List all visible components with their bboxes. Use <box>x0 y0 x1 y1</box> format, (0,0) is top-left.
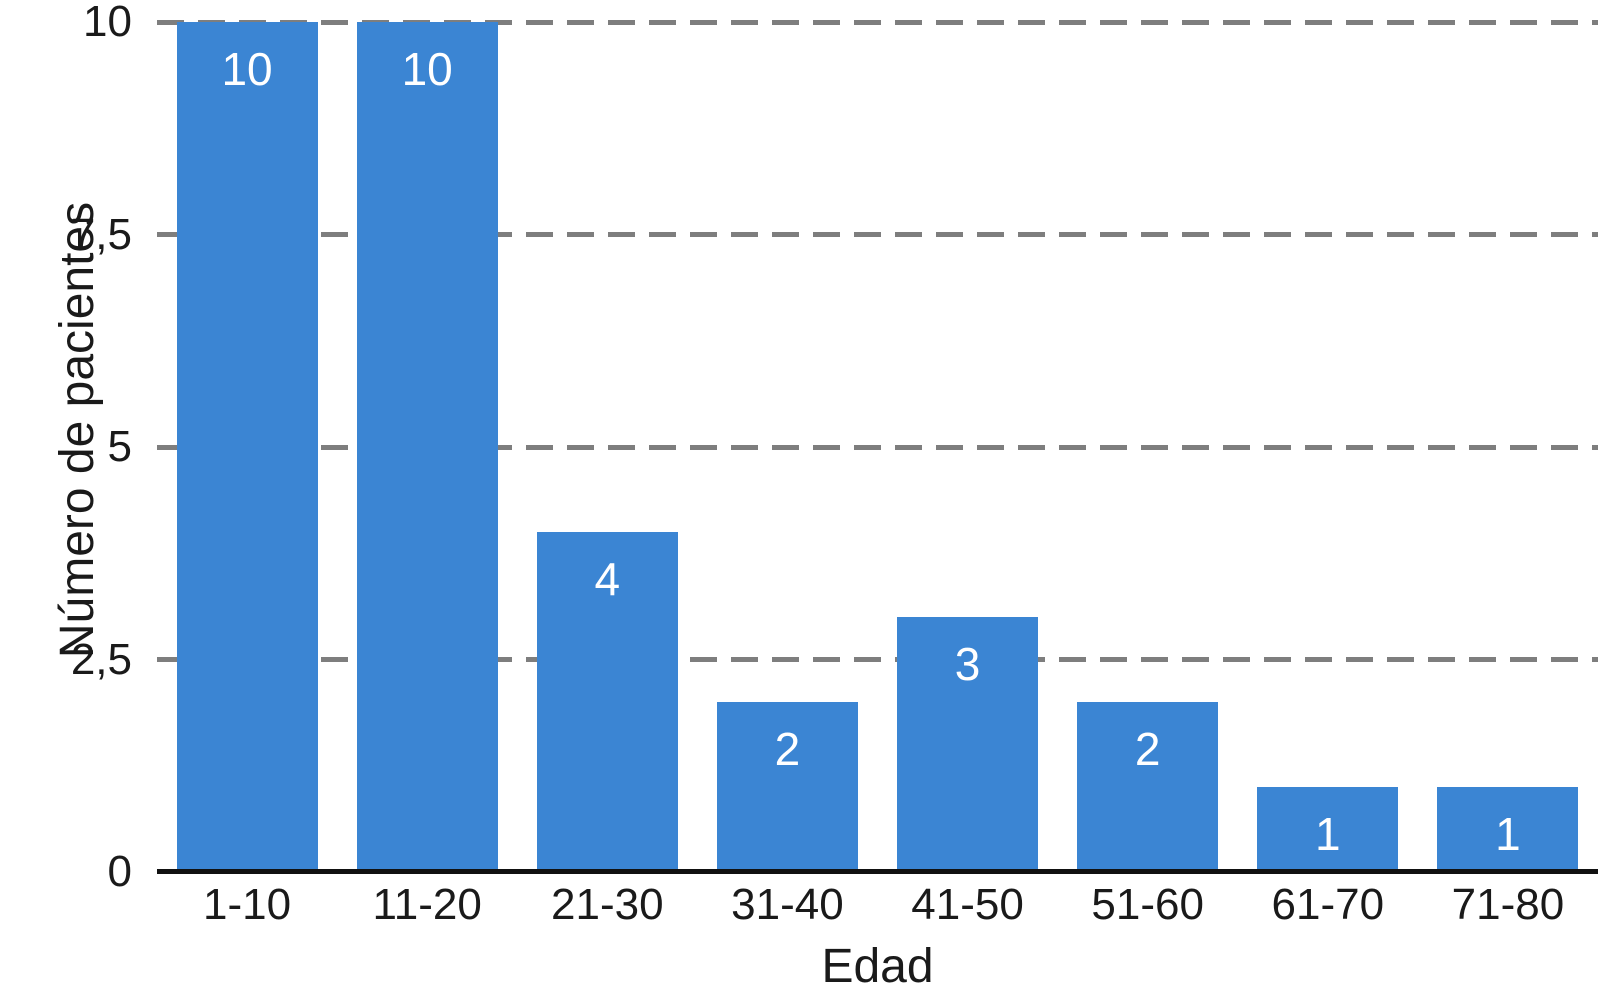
y-axis-tick-labels: 0 2,5 5 7,5 10 <box>0 0 132 999</box>
x-axis-title: Edad <box>821 940 934 993</box>
y-tick-label-5: 5 <box>107 422 132 471</box>
x-tick-label-61-70: 61-70 <box>1271 880 1385 929</box>
bar-value-label-31-40: 2 <box>774 723 801 775</box>
bar-slot-51-60: 2 <box>1058 22 1238 872</box>
bar-41-50: 3 <box>897 617 1039 872</box>
bar-value-label-61-70: 1 <box>1315 808 1341 860</box>
x-tick-label-41-50: 41-50 <box>911 880 1024 929</box>
y-tick-label-2_5: 2,5 <box>70 634 132 684</box>
x-tick-label-11-20: 11-20 <box>372 880 482 929</box>
bar-slot-41-50: 3 <box>878 22 1058 872</box>
bar-slot-21-30: 4 <box>517 22 697 872</box>
x-tick-label-21-30: 21-30 <box>551 880 664 929</box>
bar-value-label-11-20: 10 <box>401 43 453 95</box>
x-tick-label-1-10: 1-10 <box>203 880 292 929</box>
plot-area: 10 10 4 2 3 2 1 1 <box>157 19 1598 874</box>
bar-value-label-71-80: 1 <box>1495 808 1521 860</box>
x-tick-label-51-60: 51-60 <box>1091 880 1204 929</box>
bar-series: 10 10 4 2 3 2 1 1 <box>157 22 1598 872</box>
bar-value-label-21-30: 4 <box>594 553 621 605</box>
bar-11-20: 10 <box>356 22 498 872</box>
x-tick-label-31-40: 31-40 <box>731 880 844 929</box>
bar-71-80: 1 <box>1437 787 1579 872</box>
y-tick-label-10: 10 <box>83 0 132 46</box>
bar-slot-61-70: 1 <box>1238 22 1418 872</box>
bar-51-60: 2 <box>1077 702 1219 872</box>
bar-value-label-41-50: 3 <box>954 638 981 690</box>
x-axis-line <box>157 869 1598 874</box>
y-tick-label-0: 0 <box>107 847 132 896</box>
y-tick-label-7_5: 7,5 <box>70 209 132 259</box>
gridline-10 <box>157 19 1598 25</box>
x-axis-tick-labels: 1-10 11-20 21-30 31-40 41-50 51-60 61-70 71-80 <box>157 880 1598 929</box>
x-tick-label-71-80: 71-80 <box>1451 880 1565 929</box>
bar-value-label-1-10: 10 <box>221 43 273 95</box>
bar-value-label-51-60: 2 <box>1134 723 1161 775</box>
bar-slot-1-10: 10 <box>157 22 337 872</box>
gridline-2_5 <box>157 657 1598 662</box>
bar-slot-11-20: 10 <box>337 22 517 872</box>
bar-slot-71-80: 1 <box>1418 22 1598 872</box>
bar-21-30: 4 <box>536 532 678 872</box>
bar-61-70: 1 <box>1257 787 1399 872</box>
bar-31-40: 2 <box>716 702 858 872</box>
bar-1-10: 10 <box>176 22 318 872</box>
bar-slot-31-40: 2 <box>697 22 877 872</box>
gridline-5 <box>157 444 1598 450</box>
gridline-7_5 <box>157 232 1598 237</box>
